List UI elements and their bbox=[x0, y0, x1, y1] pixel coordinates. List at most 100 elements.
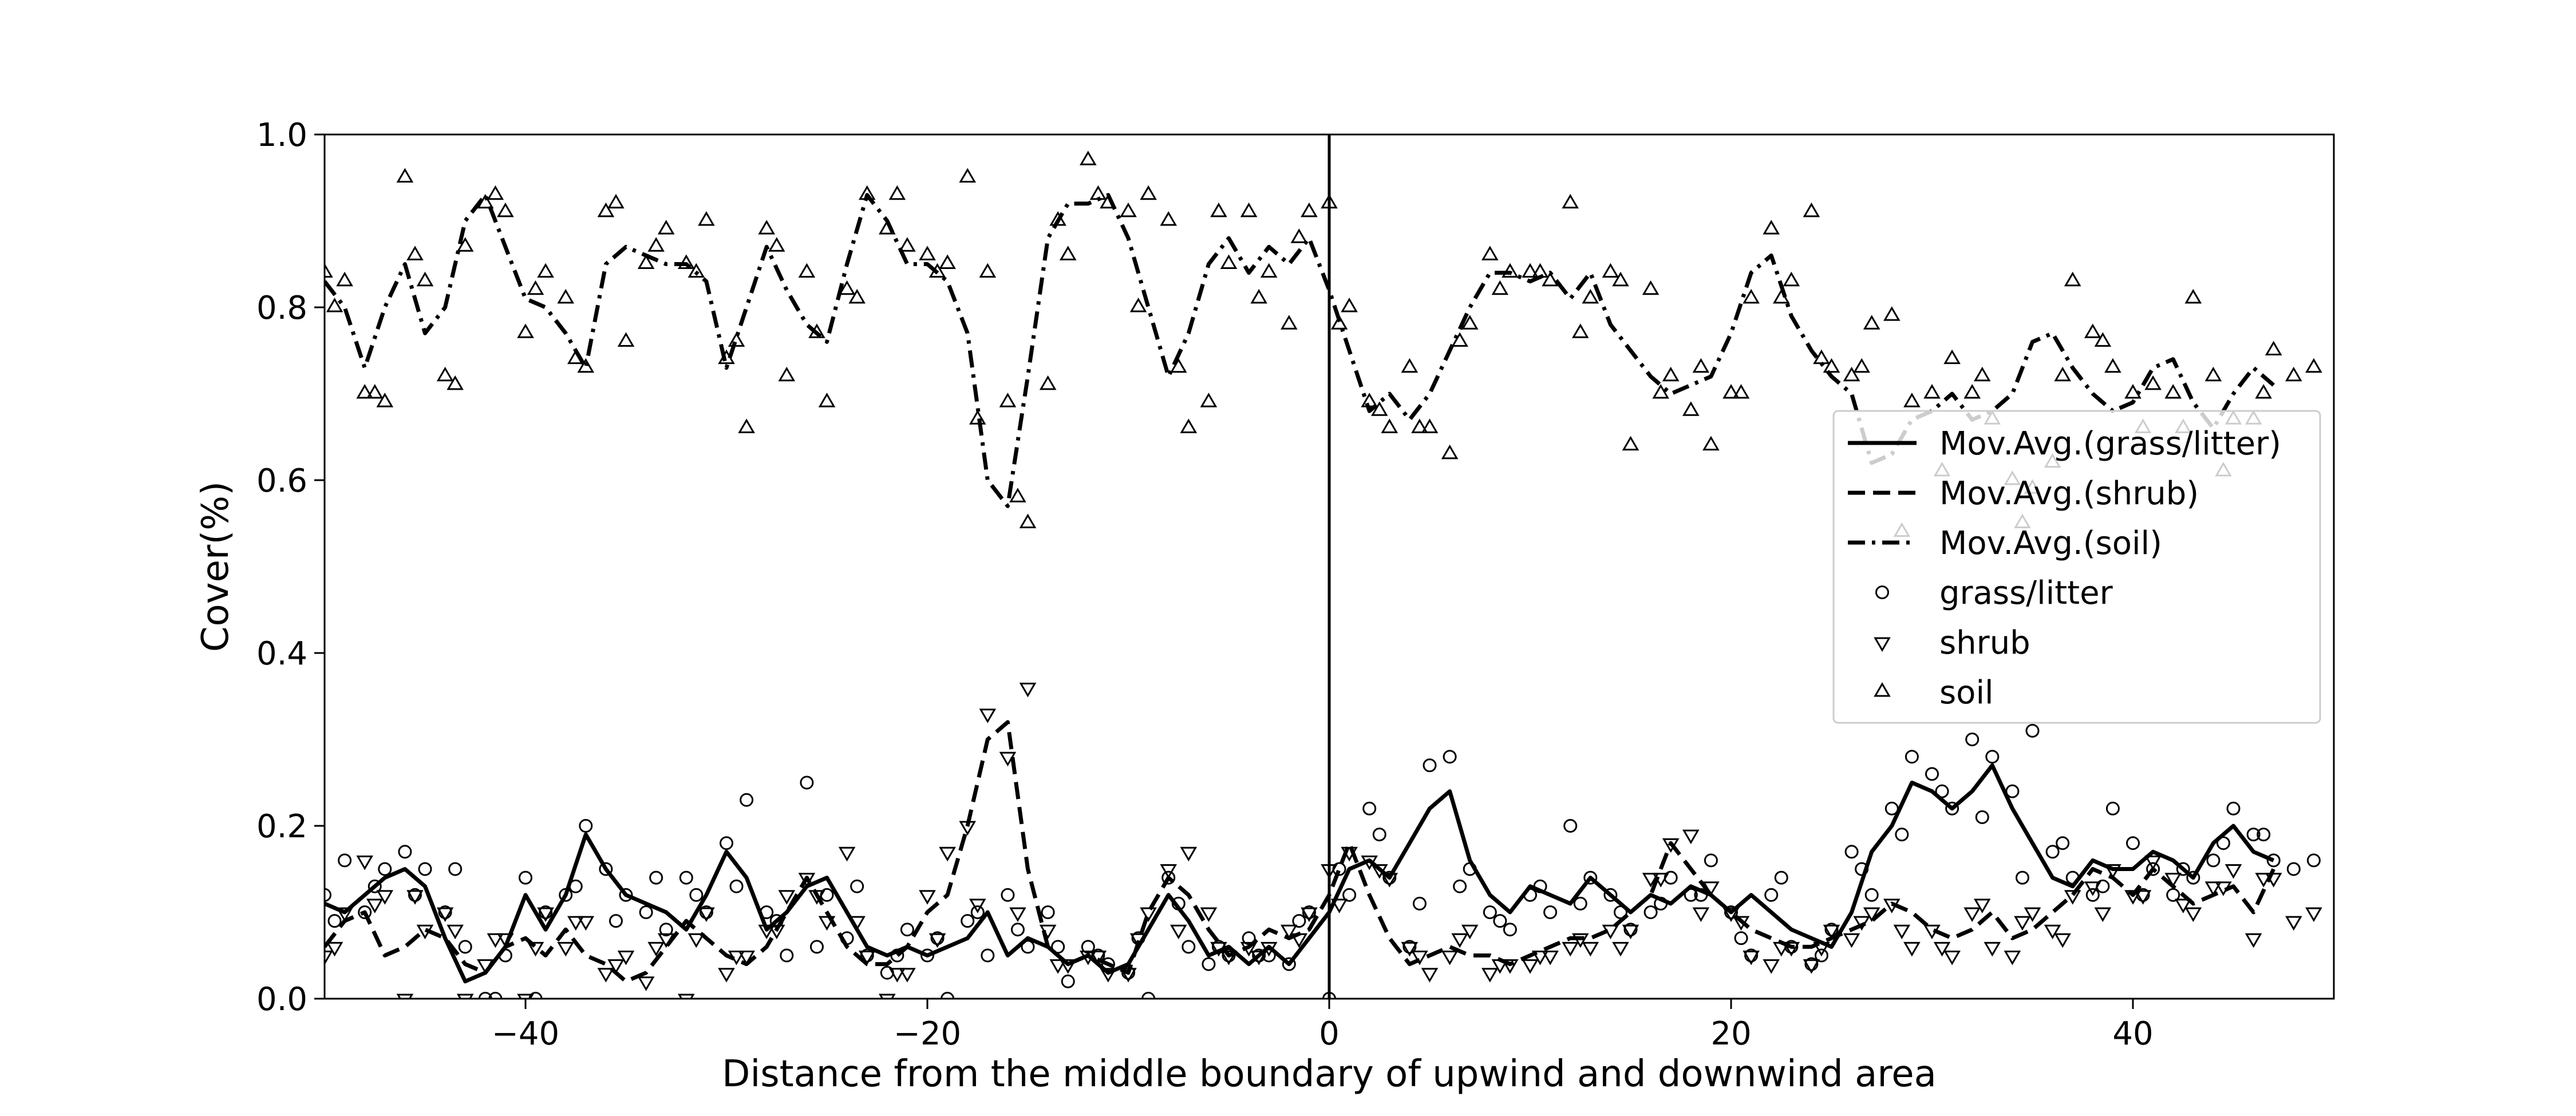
point-shrub bbox=[336, 907, 353, 922]
point-grass-litter bbox=[579, 819, 593, 833]
point-shrub bbox=[597, 968, 615, 983]
point-grass-litter bbox=[1372, 828, 1386, 842]
y-tick-label: 1.0 bbox=[256, 117, 307, 154]
point-soil bbox=[1763, 220, 1780, 235]
point-soil bbox=[366, 384, 384, 399]
point-grass-litter bbox=[1503, 923, 1517, 937]
point-shrub bbox=[1140, 907, 1157, 922]
point-shrub bbox=[2054, 933, 2071, 948]
point-soil bbox=[718, 349, 735, 365]
point-grass-litter bbox=[458, 940, 472, 954]
point-grass-litter bbox=[699, 905, 713, 919]
point-grass-litter bbox=[1493, 914, 1507, 928]
point-soil bbox=[396, 168, 414, 183]
point-soil bbox=[2124, 384, 2142, 399]
point-grass-litter bbox=[2186, 870, 2200, 885]
legend-label: Mov.Avg.(soil) bbox=[1939, 525, 2162, 562]
point-shrub bbox=[798, 873, 816, 888]
point-grass-litter bbox=[2065, 870, 2080, 885]
point-shrub bbox=[1652, 873, 1669, 888]
point-shrub bbox=[1491, 959, 1509, 974]
point-grass-litter bbox=[2286, 862, 2301, 876]
point-shrub bbox=[1100, 968, 1117, 983]
point-grass-litter bbox=[1081, 940, 1095, 954]
point-soil bbox=[1863, 315, 1880, 330]
point-grass-litter bbox=[981, 948, 995, 963]
point-grass-litter bbox=[1342, 888, 1357, 902]
legend-item: Mov.Avg.(shrub) bbox=[1848, 475, 2199, 512]
point-soil bbox=[597, 202, 615, 217]
point-shrub bbox=[1441, 951, 1459, 965]
point-grass-litter bbox=[1884, 801, 1899, 816]
point-grass-litter bbox=[2146, 862, 2160, 876]
point-shrub bbox=[1562, 941, 1579, 957]
point-grass-litter bbox=[2257, 828, 2271, 842]
point-shrub bbox=[537, 907, 554, 922]
point-shrub bbox=[939, 846, 956, 862]
point-soil bbox=[1743, 288, 1760, 304]
point-shrub bbox=[366, 899, 384, 913]
point-grass-litter bbox=[1654, 896, 1668, 911]
point-grass-litter bbox=[769, 914, 784, 928]
point-grass-litter bbox=[930, 931, 945, 945]
point-soil bbox=[1571, 323, 1589, 338]
point-shrub bbox=[1732, 916, 1750, 931]
point-soil bbox=[1662, 366, 1680, 382]
point-grass-litter bbox=[1101, 957, 1115, 971]
y-axis: 0.0 0.2 0.4 0.6 0.8 1.0 bbox=[256, 117, 325, 1018]
point-shrub bbox=[677, 994, 695, 999]
point-soil bbox=[1722, 384, 1740, 399]
point-soil bbox=[1381, 418, 1398, 433]
point-soil bbox=[738, 418, 755, 433]
point-soil bbox=[356, 384, 374, 399]
point-shrub bbox=[1451, 933, 1468, 948]
point-shrub bbox=[416, 924, 434, 940]
point-shrub bbox=[2204, 881, 2222, 896]
point-soil bbox=[1652, 384, 1669, 399]
point-soil bbox=[2305, 358, 2322, 373]
point-shrub bbox=[1089, 951, 1107, 965]
point-shrub bbox=[969, 899, 986, 913]
point-soil bbox=[1582, 288, 1599, 304]
point-grass-litter bbox=[1010, 923, 1025, 937]
point-shrub bbox=[1059, 959, 1077, 974]
point-grass-litter bbox=[1252, 948, 1266, 963]
point-grass-litter bbox=[729, 879, 744, 893]
point-grass-litter bbox=[1171, 896, 1186, 911]
point-shrub bbox=[1210, 941, 1227, 957]
point-soil bbox=[1813, 349, 1830, 365]
point-shrub bbox=[919, 890, 936, 905]
point-soil bbox=[1170, 358, 1187, 373]
point-shrub bbox=[1120, 968, 1137, 983]
point-soil bbox=[959, 168, 977, 183]
point-grass-litter bbox=[498, 948, 512, 963]
point-soil bbox=[1602, 263, 1619, 278]
point-grass-litter bbox=[920, 948, 934, 963]
y-tick-label: 0.0 bbox=[256, 981, 307, 1018]
point-soil bbox=[436, 366, 454, 382]
point-soil bbox=[1240, 202, 1258, 217]
point-grass-litter bbox=[1021, 940, 1035, 954]
point-soil bbox=[1059, 246, 1077, 260]
point-shrub bbox=[2255, 873, 2272, 888]
point-grass-litter bbox=[2025, 723, 2040, 738]
point-soil bbox=[2285, 366, 2302, 382]
point-shrub bbox=[1883, 899, 1901, 913]
point-soil bbox=[1341, 298, 1358, 312]
point-shrub bbox=[396, 994, 414, 999]
point-grass-litter bbox=[1121, 965, 1135, 980]
point-shrub bbox=[647, 941, 665, 957]
point-shrub bbox=[567, 916, 584, 931]
point-shrub bbox=[497, 933, 514, 948]
point-shrub bbox=[718, 968, 735, 983]
point-shrub bbox=[858, 951, 876, 965]
point-soil bbox=[838, 280, 856, 295]
legend-marker-swatch bbox=[1874, 682, 1891, 697]
point-soil bbox=[2094, 332, 2112, 347]
point-shrub bbox=[1039, 924, 1057, 940]
point-shrub bbox=[517, 994, 534, 999]
point-soil bbox=[376, 393, 394, 407]
point-shrub bbox=[778, 890, 796, 905]
point-shrub bbox=[456, 994, 474, 999]
point-soil bbox=[1049, 211, 1066, 226]
